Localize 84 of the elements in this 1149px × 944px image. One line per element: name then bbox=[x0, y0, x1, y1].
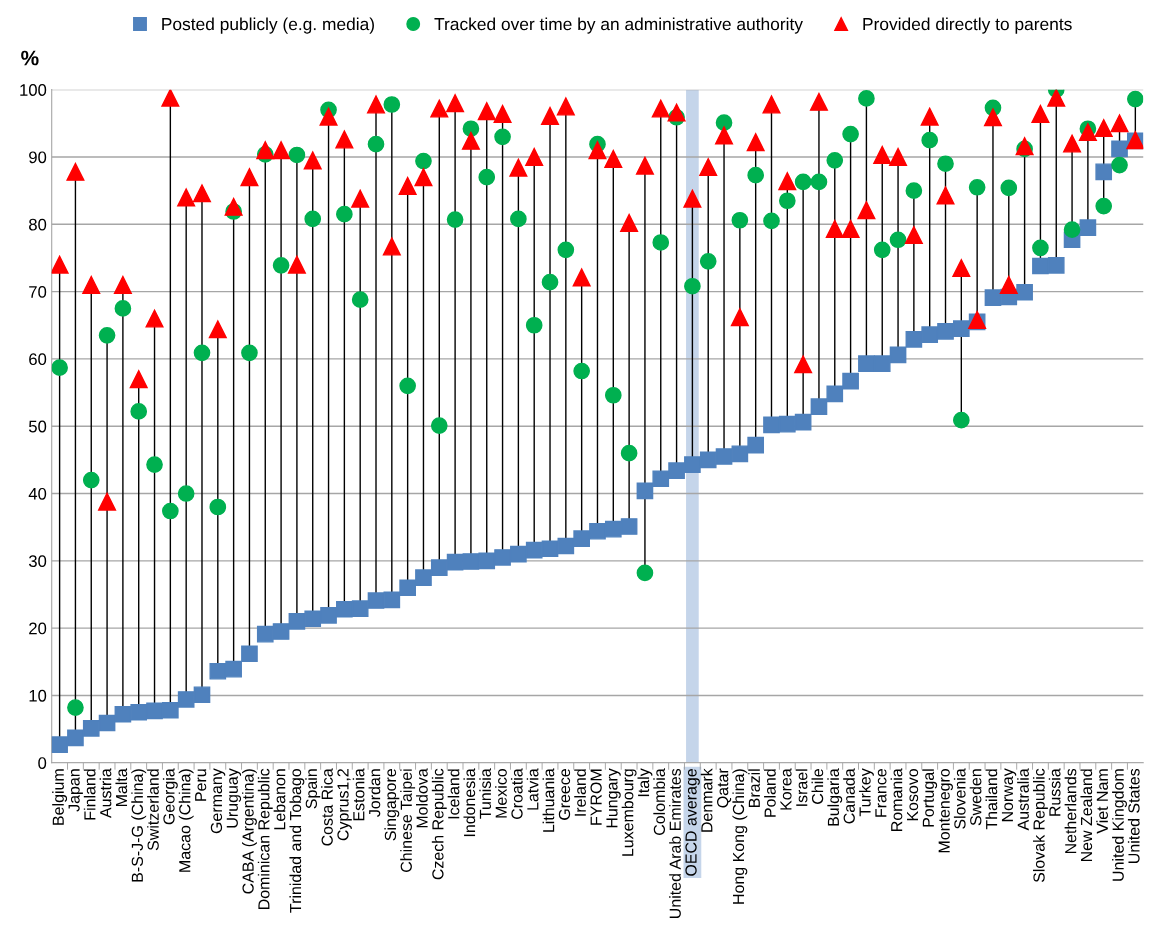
y-tick-label: 0 bbox=[38, 757, 47, 769]
x-tick-label: Ireland bbox=[574, 769, 586, 816]
x-tick-label: Germany bbox=[210, 768, 226, 834]
x-tick-label: Peru bbox=[195, 769, 207, 801]
y-tick-label: 70 bbox=[29, 286, 47, 298]
x-tick-label: Spain bbox=[305, 769, 321, 809]
x-tick-label: France bbox=[875, 769, 887, 817]
x-tick-label: Colombia bbox=[653, 768, 666, 835]
x-tick-label: New Zealand bbox=[1080, 769, 1093, 862]
x-tick-label: Estonia bbox=[352, 768, 365, 821]
x-tick-label: Montenegro bbox=[938, 768, 953, 853]
x-tick-label: OECD average bbox=[685, 769, 700, 876]
x-tick-label: Slovenia bbox=[953, 768, 966, 829]
x-tick-label: Indonesia bbox=[463, 768, 476, 837]
x-tick-label: Viet Nam bbox=[1096, 769, 1108, 834]
x-tick-label: Netherlands bbox=[1064, 768, 1077, 854]
x-tick-label: Iceland bbox=[447, 769, 460, 819]
x-tick-label: Russia bbox=[1048, 768, 1061, 816]
y-tick-label: 50 bbox=[28, 420, 47, 433]
x-tick-label: Norway bbox=[1001, 768, 1017, 822]
y-tick-label: 90 bbox=[29, 151, 47, 164]
y-tick-label: 10 bbox=[29, 689, 47, 702]
x-tick-label: Lithuania bbox=[542, 768, 555, 832]
x-tick-label: Moldova bbox=[416, 768, 428, 828]
x-tick-label: Italy bbox=[637, 768, 653, 797]
legend-label: Tracked over time by an administrative authority bbox=[434, 17, 803, 34]
x-tick-label: Hong Kong (China) bbox=[732, 769, 748, 904]
x-tick-label: Lebanon bbox=[273, 769, 286, 830]
x-tick-label: Costa Rica bbox=[321, 768, 333, 846]
y-tick-label: 20 bbox=[29, 622, 47, 635]
x-tick-label: Latvia bbox=[526, 768, 539, 810]
x-tick-label: Korea bbox=[780, 768, 792, 810]
x-tick-label: Brazil bbox=[748, 769, 760, 807]
y-axis-title: % bbox=[21, 50, 39, 66]
x-tick-label: Switzerland bbox=[147, 769, 159, 851]
x-tick-label: FYROM bbox=[590, 769, 602, 825]
x-tick-label: Finland bbox=[83, 769, 96, 820]
x-tick-label: B-S-J-G (China) bbox=[131, 769, 147, 882]
x-tick-label: Macao (China) bbox=[178, 769, 194, 872]
x-tick-label: Mexico bbox=[495, 768, 507, 818]
y-tick-label: 100 bbox=[20, 84, 47, 96]
x-tick-label: Greece bbox=[558, 769, 571, 820]
x-tick-label: Slovak Republic bbox=[1032, 768, 1048, 883]
y-tick-label: 80 bbox=[29, 218, 47, 231]
x-tick-label: Hungary bbox=[606, 768, 621, 828]
x-tick-label: Jordan bbox=[368, 769, 381, 817]
x-tick-label: Luxembourg bbox=[621, 769, 637, 856]
x-tick-label: Israel bbox=[795, 769, 808, 806]
x-tick-label: Chile bbox=[811, 769, 824, 804]
x-tick-label: Austria bbox=[99, 768, 112, 818]
x-tick-label: Thailand bbox=[985, 769, 998, 830]
x-tick-label: Sweden bbox=[969, 769, 982, 826]
x-tick-label: Denmark bbox=[700, 768, 713, 832]
x-tick-label: Romania bbox=[890, 768, 903, 831]
x-tick-label: Uruguay bbox=[226, 768, 242, 828]
x-tick-label: Poland bbox=[764, 769, 776, 817]
legend-label: Provided directly to parents bbox=[863, 17, 1072, 34]
x-tick-label: Dominican Republic bbox=[257, 768, 273, 910]
x-tick-label: Chinese Taipei bbox=[400, 769, 416, 872]
x-tick-label: Qatar bbox=[717, 768, 732, 808]
x-tick-label: Belgium bbox=[52, 769, 68, 825]
x-tick-label: Australia bbox=[1017, 768, 1029, 831]
legend-label: Posted publicly (e.g. media) bbox=[162, 17, 374, 34]
x-tick-label: Croatia bbox=[510, 768, 523, 819]
x-tick-label: Cyprus1,2 bbox=[337, 769, 352, 841]
x-tick-label: Kosovo bbox=[907, 768, 919, 821]
x-tick-label: United States bbox=[1127, 768, 1140, 863]
x-tick-label: Malta bbox=[115, 768, 128, 807]
x-tick-label: CABA (Argentina) bbox=[242, 769, 257, 894]
y-tick-label: 30 bbox=[28, 555, 47, 568]
x-tick-label: Turkey bbox=[858, 768, 874, 817]
y-tick-label: 60 bbox=[29, 353, 47, 366]
x-tick-label: Czech Republic bbox=[431, 768, 447, 880]
x-tick-label: Portugal bbox=[922, 769, 938, 827]
x-tick-label: Trinidad and Tobago bbox=[289, 768, 305, 913]
x-tick-label: Canada bbox=[843, 768, 855, 824]
x-tick-label: Singapore bbox=[384, 769, 400, 841]
x-tick-label: Bulgaria bbox=[827, 768, 843, 826]
y-tick-label: 40 bbox=[28, 487, 47, 500]
x-tick-label: Tunisia bbox=[479, 768, 492, 819]
x-tick-label: United Arab Emirates bbox=[669, 768, 681, 918]
x-tick-label: Japan bbox=[68, 769, 83, 812]
x-tick-label: Georgia bbox=[162, 768, 178, 825]
x-tick-label: United Kingdom bbox=[1112, 769, 1127, 881]
